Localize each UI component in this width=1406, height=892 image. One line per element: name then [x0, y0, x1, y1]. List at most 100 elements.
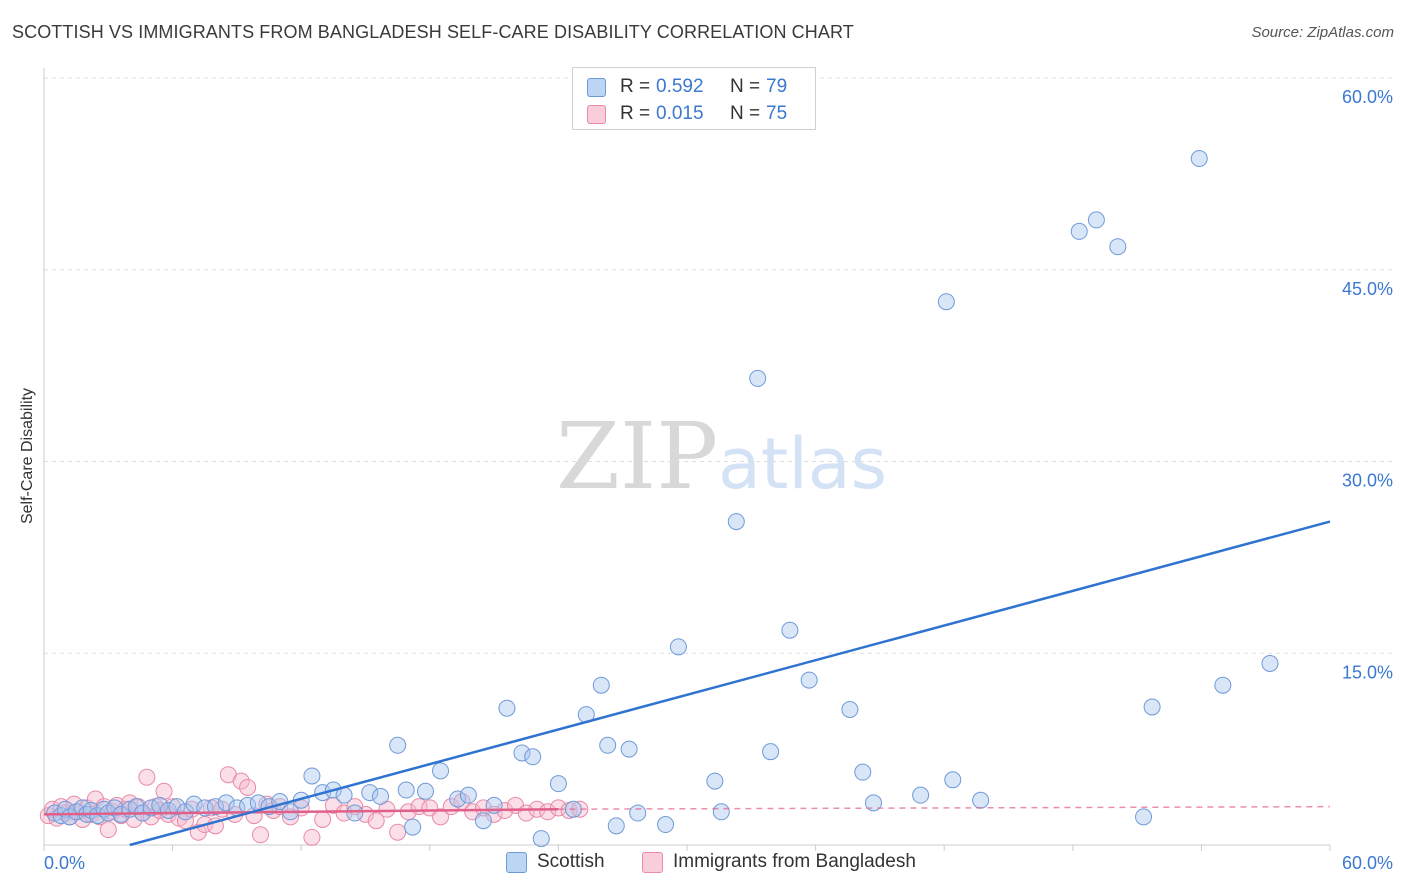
scottish-point — [459, 786, 477, 804]
scottish-point — [217, 794, 235, 812]
scottish-point — [168, 798, 186, 816]
scottish-point — [549, 775, 567, 793]
bangladesh-point — [432, 808, 450, 826]
scottish-point — [669, 638, 687, 656]
scottish-point — [389, 736, 407, 754]
scottish-point — [864, 794, 882, 812]
stats-legend: R = 0.592 N = 79 R = 0.015 N = 75 — [572, 67, 816, 130]
scottish-point — [372, 787, 390, 805]
bottom-legend-bangladesh: Immigrants from Bangladesh — [642, 851, 916, 873]
y-tick-label: 30.0% — [1342, 471, 1393, 491]
scottish-point — [599, 736, 617, 754]
scottish-point — [524, 748, 542, 766]
scottish-point — [712, 803, 730, 821]
scottish-point — [346, 804, 364, 822]
scottish-point — [657, 816, 675, 834]
scottish-point — [937, 293, 955, 311]
scottish-point — [303, 767, 321, 785]
legend-n-value: 79 — [766, 76, 788, 97]
scottish-point — [706, 772, 724, 790]
scottish-point — [1261, 654, 1279, 672]
scottish-point — [1135, 808, 1153, 826]
scottish-point — [592, 676, 610, 694]
bangladesh-point — [99, 821, 117, 839]
scottish-point — [417, 782, 435, 800]
scottish-point — [972, 791, 990, 809]
bangladesh-point — [232, 772, 250, 790]
scottish-point — [206, 798, 224, 816]
scottish-point — [629, 804, 647, 822]
y-tick-label: 60.0% — [1342, 87, 1393, 107]
legend-row-bangladesh: R = 0.015 N = 75 — [587, 102, 787, 126]
scottish-point — [1143, 698, 1161, 716]
bottom-legend-label: Scottish — [537, 851, 605, 872]
scottish-point — [106, 799, 124, 817]
scottish-point — [1087, 211, 1105, 229]
bangladesh-point — [389, 823, 407, 841]
scottish-point — [397, 781, 415, 799]
bangladesh-point — [125, 810, 143, 828]
bangladesh-swatch — [587, 104, 606, 124]
scottish-point — [762, 743, 780, 761]
x-tick-label: 0.0% — [44, 853, 85, 873]
scottish-point — [620, 740, 638, 758]
scottish-swatch — [506, 851, 527, 873]
scottish-trendline — [129, 520, 1331, 847]
legend-n-value: 75 — [766, 103, 788, 124]
y-tick-label: 15.0% — [1342, 662, 1393, 682]
scottish-swatch — [587, 77, 606, 97]
scottish-point — [944, 771, 962, 789]
bangladesh-point — [367, 812, 385, 830]
legend-row-scottish: R = 0.592 N = 79 — [587, 75, 787, 99]
y-tick-label: 45.0% — [1342, 279, 1393, 299]
legend-n-label: N = — [730, 76, 761, 97]
chart-title: SCOTTISH VS IMMIGRANTS FROM BANGLADESH S… — [12, 22, 854, 42]
bangladesh-point — [138, 768, 156, 786]
bangladesh-point — [314, 810, 332, 828]
bangladesh-point — [549, 799, 567, 817]
scottish-point — [781, 621, 799, 639]
scottish-point — [841, 700, 859, 718]
scottish-point — [749, 369, 767, 387]
x-tick-label: 60.0% — [1342, 853, 1393, 873]
bangladesh-point — [474, 799, 492, 817]
bangladesh-point — [251, 826, 269, 844]
scottish-point — [474, 812, 492, 830]
scottish-point — [361, 784, 379, 802]
scottish-point — [513, 744, 531, 762]
bangladesh-point — [539, 803, 557, 821]
scottish-point — [727, 513, 745, 531]
legend-r-label: R = — [620, 103, 651, 124]
scottish-point — [1214, 676, 1232, 694]
legend-n-label: N = — [730, 103, 761, 124]
scottish-point — [89, 807, 107, 825]
scottish-point — [1190, 150, 1208, 168]
scottish-point — [1070, 222, 1088, 240]
watermark-atlas: atlas — [718, 423, 887, 505]
scottish-point — [854, 763, 872, 781]
scottish-point — [498, 699, 516, 717]
scottish-point — [532, 830, 550, 848]
bangladesh-point — [239, 778, 257, 796]
scottish-point — [912, 786, 930, 804]
scottish-point — [607, 817, 625, 835]
legend-r-value: 0.015 — [656, 103, 704, 124]
bangladesh-trendline — [43, 807, 559, 816]
bangladesh-trend-extension — [558, 805, 1331, 810]
y-axis-label: Self-Care Disability — [19, 387, 36, 525]
legend-r-label: R = — [620, 76, 651, 97]
legend-r-value: 0.592 — [656, 76, 704, 97]
scottish-point — [432, 762, 450, 780]
bangladesh-point — [303, 828, 321, 846]
bangladesh-point — [155, 782, 173, 800]
scottish-point — [404, 818, 422, 836]
scottish-point — [800, 671, 818, 689]
bottom-legend-scottish: Scottish — [506, 851, 605, 873]
scottish-point — [159, 801, 177, 819]
watermark-zip: ZIP — [556, 403, 718, 510]
scottish-point — [449, 790, 467, 808]
source-credit: Source: ZipAtlas.com — [1251, 24, 1394, 41]
bottom-legend-label: Immigrants from Bangladesh — [673, 851, 916, 872]
scottish-point — [1109, 238, 1127, 256]
